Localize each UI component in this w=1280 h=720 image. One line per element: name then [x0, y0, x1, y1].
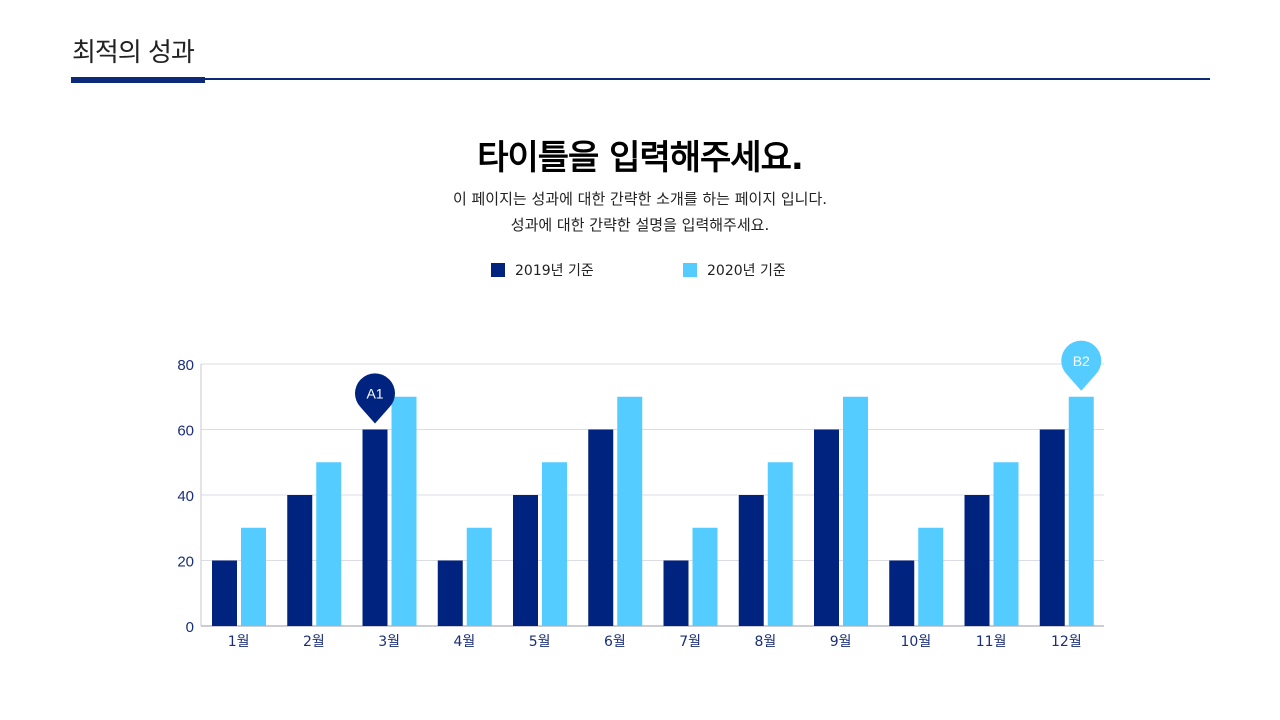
- bar-2020: [617, 396, 643, 626]
- x-tick-label: 8월: [754, 634, 776, 650]
- header-divider: [205, 78, 1210, 80]
- x-tick-label: 12월: [1051, 634, 1082, 650]
- bar-2019: [1039, 429, 1065, 626]
- bar-2019: [513, 495, 538, 626]
- x-tick-label: 1월: [228, 634, 250, 650]
- y-tick-label: 60: [177, 423, 194, 440]
- subtitle-line-2: 성과에 대한 간략한 설명을 입력해주세요.: [510, 216, 770, 234]
- slide-title: 타이틀을 입력해주세요.: [477, 138, 804, 178]
- x-tick-label: 4월: [453, 634, 475, 650]
- x-tick-label: 2월: [303, 634, 325, 650]
- bar-2019: [588, 429, 614, 626]
- bar-2019: [212, 560, 237, 626]
- y-tick-label: 20: [177, 554, 194, 571]
- bar-2019: [964, 495, 990, 626]
- x-tick-label: 3월: [378, 634, 400, 650]
- y-tick-label: 80: [177, 357, 194, 374]
- bar-2019: [287, 495, 313, 626]
- legend-swatch-2020: [683, 263, 697, 277]
- legend-label-2020: 2020년 기준: [707, 263, 786, 279]
- bar-2020: [241, 527, 266, 626]
- bar-2020: [466, 527, 492, 626]
- page-header-title: 최적의 성과: [72, 38, 195, 68]
- bar-2019: [814, 429, 839, 626]
- bar-2019: [362, 429, 388, 626]
- legend-item-2020: 2020년 기준: [683, 260, 786, 280]
- annotation-marker: [1061, 340, 1102, 391]
- y-tick-label: 0: [186, 619, 194, 636]
- x-tick-label: 6월: [604, 634, 626, 650]
- bar-2020: [918, 527, 944, 626]
- bar-2020: [993, 462, 1019, 626]
- x-tick-label: 11월: [976, 634, 1007, 650]
- legend-label-2019: 2019년 기준: [515, 263, 594, 279]
- x-tick-label: 5월: [529, 634, 551, 650]
- subtitle-line-1: 이 페이지는 성과에 대한 간략한 소개를 하는 페이지 입니다.: [452, 190, 828, 208]
- bar-2020: [316, 462, 342, 626]
- x-tick-label: 10월: [901, 634, 932, 650]
- annotation-label: A1: [366, 386, 383, 402]
- header-accent-bar: [71, 77, 205, 83]
- bar-2019: [889, 560, 915, 626]
- bar-2020: [1068, 396, 1094, 626]
- bar-2019: [738, 495, 764, 626]
- bar-2019: [663, 560, 689, 626]
- bar-2020: [692, 527, 718, 626]
- bar-2020: [542, 462, 567, 626]
- bar-2019: [437, 560, 463, 626]
- bar-2020: [843, 396, 868, 626]
- x-tick-label: 9월: [830, 634, 852, 650]
- bar-2020: [391, 396, 417, 626]
- y-tick-label: 40: [177, 488, 194, 505]
- legend-item-2019: 2019년 기준: [491, 260, 594, 280]
- annotation-label: B2: [1073, 353, 1090, 369]
- legend-swatch-2019: [491, 263, 505, 277]
- annotation-marker: [354, 373, 395, 424]
- x-tick-label: 7월: [679, 634, 701, 650]
- bar-2020: [767, 462, 793, 626]
